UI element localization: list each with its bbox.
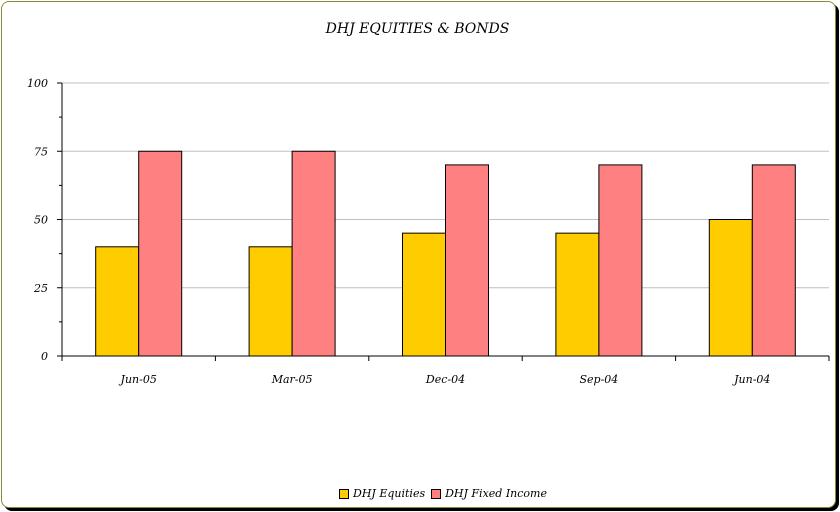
bar-dhj-equities-jun-04	[708, 219, 753, 357]
legend-swatch-fixed-income	[431, 488, 442, 499]
y-tick-label: 25	[33, 282, 48, 295]
y-tick-label: 0	[41, 350, 48, 363]
x-tick-label: Dec-04	[425, 373, 465, 386]
legend-item-equities: DHJ Equities	[339, 487, 425, 500]
bar-dhj-equities-jun-05	[95, 246, 140, 357]
bar-dhj-fixed-income-jun-04	[751, 164, 796, 357]
legend-item-fixed-income: DHJ Fixed Income	[431, 487, 547, 500]
y-tick-label: 50	[34, 214, 48, 227]
chart-title: DHJ EQUITIES & BONDS	[325, 21, 510, 37]
x-tick-label: Jun-04	[732, 373, 770, 386]
x-tick-label: Jun-05	[119, 373, 157, 386]
legend-swatch-equities	[339, 488, 350, 499]
bar-dhj-equities-sep-04	[555, 232, 600, 357]
legend-label-equities: DHJ Equities	[353, 487, 426, 500]
x-tick-label: Sep-04	[579, 373, 618, 386]
bar-dhj-fixed-income-sep-04	[598, 164, 643, 357]
bar-dhj-fixed-income-mar-05	[291, 150, 336, 357]
bar-dhj-fixed-income-jun-05	[138, 150, 183, 357]
legend-label-fixed-income: DHJ Fixed Income	[445, 487, 547, 500]
x-tick-label: Mar-05	[271, 373, 313, 386]
y-tick-label: 100	[27, 77, 48, 90]
bar-dhj-fixed-income-dec-04	[445, 164, 489, 357]
bar-dhj-equities-mar-05	[248, 246, 293, 357]
bar-dhj-equities-dec-04	[402, 232, 446, 357]
legend: DHJ Equities DHJ Fixed Income	[0, 487, 840, 500]
y-tick-label: 75	[34, 145, 48, 158]
